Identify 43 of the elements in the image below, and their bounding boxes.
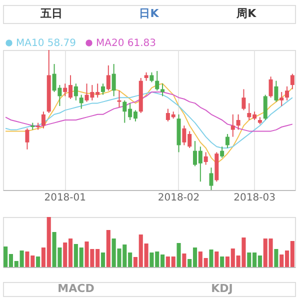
candlestick [285, 86, 290, 101]
x-tick-label: 2018-03 [234, 192, 276, 204]
candlestick [290, 73, 294, 90]
text: 五日 [40, 7, 63, 20]
candlestick [74, 83, 78, 101]
candlestick [204, 152, 208, 166]
text: 日K [139, 7, 160, 20]
candlestick [41, 111, 46, 129]
candlestick [274, 80, 278, 102]
candlestick [220, 146, 224, 158]
bar [182, 254, 186, 267]
bar [106, 230, 110, 267]
candlestick [209, 167, 214, 190]
candlestick [79, 94, 84, 110]
candlestick [117, 90, 122, 108]
bar [176, 243, 181, 267]
bar [100, 252, 106, 267]
candlestick [112, 64, 116, 97]
candlestick [236, 114, 240, 130]
x-tick-label: 2018-02 [158, 192, 200, 204]
legend-label: MA20 61.83 [96, 38, 156, 49]
candlestick [280, 92, 284, 106]
x-tick-label: 2018-01 [44, 192, 86, 204]
candlestick [25, 128, 30, 150]
bar [36, 256, 40, 267]
bar [209, 250, 214, 267]
legend-label: MA10 58.79 [16, 38, 76, 49]
text: MACD [58, 282, 94, 295]
candlestick [268, 76, 273, 98]
candlestick [100, 83, 105, 96]
bar [274, 249, 278, 267]
candlestick [225, 134, 230, 148]
bar [220, 256, 224, 267]
candlestick [106, 64, 110, 92]
candlestick [155, 70, 160, 92]
candlestick [230, 114, 235, 138]
candlestick [150, 72, 154, 83]
candlestick [242, 88, 246, 111]
candlestick [263, 94, 268, 120]
bar [214, 252, 219, 267]
text: 周K [236, 7, 257, 20]
candlestick [160, 83, 165, 97]
text: KDJ [211, 282, 233, 295]
